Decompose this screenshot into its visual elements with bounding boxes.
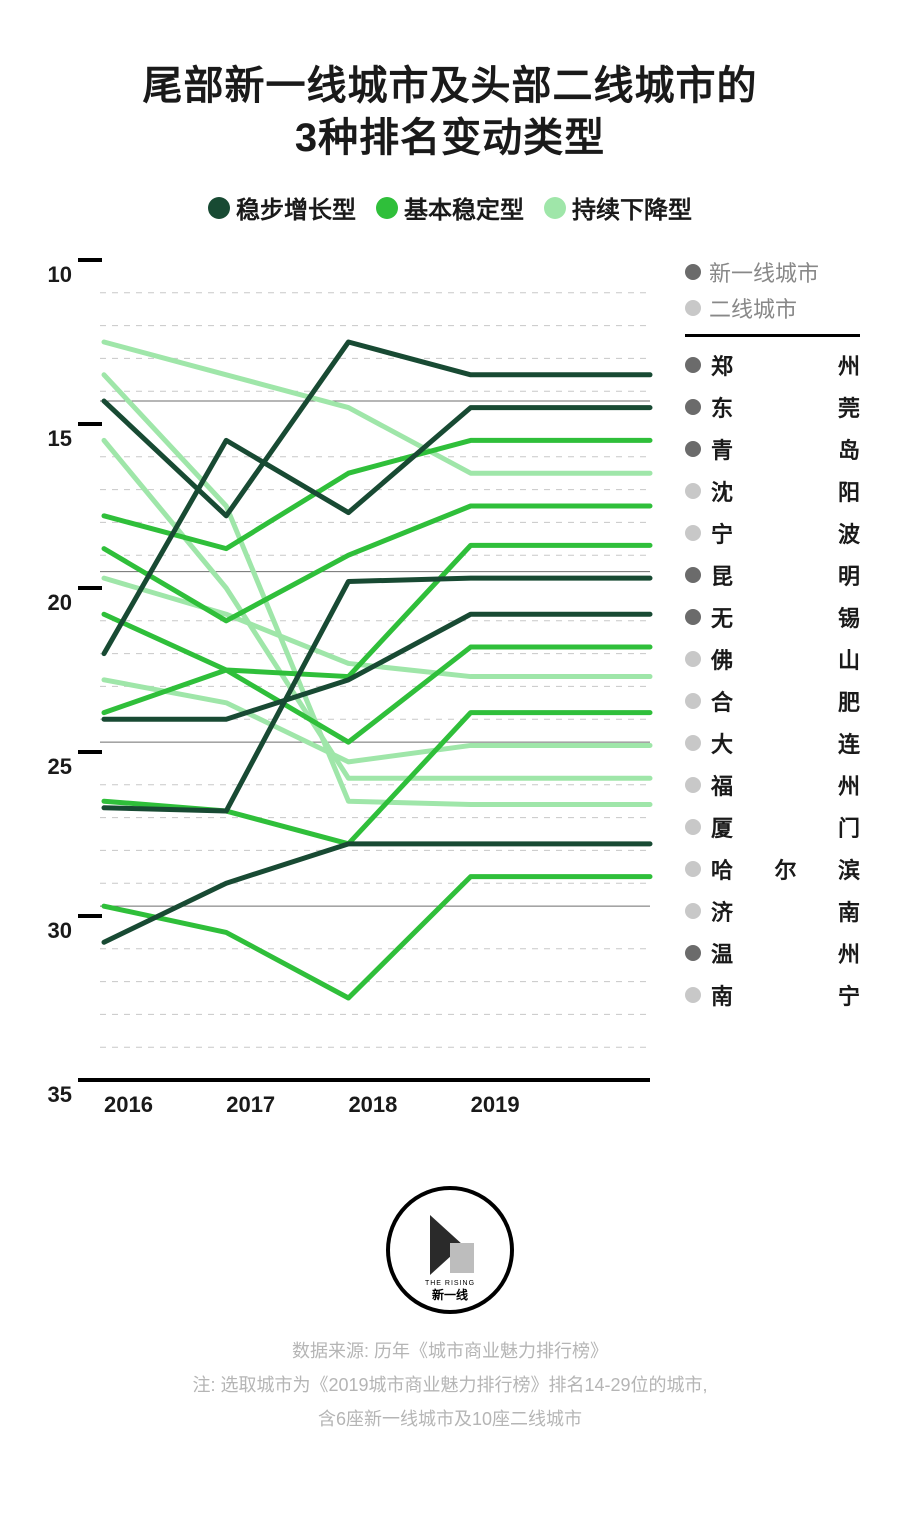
city-legend-item: 东莞: [685, 391, 860, 423]
logo-text-2: 新一线: [432, 1287, 468, 1302]
footer-line-1: 数据来源: 历年《城市商业魅力排行榜》: [40, 1334, 860, 1368]
city-name: 佛山: [711, 643, 860, 675]
series-line: [104, 614, 650, 719]
legend-label: 新一线城市: [709, 256, 819, 288]
legend-dot-icon: [685, 441, 701, 457]
city-legend-item: 无锡: [685, 601, 860, 633]
side-legend: 新一线城市二线城市 郑州东莞青岛沈阳宁波昆明无锡佛山合肥大连福州厦门哈尔滨济南温…: [685, 250, 860, 1135]
xtick-label: 2018: [348, 1092, 397, 1117]
city-legend-item: 昆明: [685, 559, 860, 591]
logo-text-1: THE RISING: [425, 1280, 475, 1287]
legend-dot-icon: [685, 651, 701, 667]
series-line: [104, 843, 650, 941]
legend-dot-icon: [376, 197, 398, 219]
legend-dot-icon: [685, 861, 701, 877]
legend-label: 稳步增长型: [236, 190, 356, 225]
ytick-label: 25: [48, 754, 72, 779]
city-legend-item: 青岛: [685, 433, 860, 465]
city-name: 合肥: [711, 685, 860, 717]
city-name: 郑州: [711, 349, 860, 381]
xtick-label: 2016: [104, 1092, 153, 1117]
legend-dot-icon: [685, 987, 701, 1003]
xtick-label: 2017: [226, 1092, 275, 1117]
ytick-label: 15: [48, 426, 72, 451]
legend-label: 二线城市: [709, 292, 797, 324]
footer-note: 数据来源: 历年《城市商业魅力排行榜》 注: 选取城市为《2019城市商业魅力排…: [40, 1334, 860, 1437]
city-legend-item: 济南: [685, 895, 860, 927]
tier-legend-item: 新一线城市: [685, 256, 860, 288]
city-legend-item: 郑州: [685, 349, 860, 381]
brand-logo: THE RISING 新一线: [40, 1185, 860, 1320]
city-legend-item: 福州: [685, 769, 860, 801]
legend-dot-icon: [685, 399, 701, 415]
city-legend-item: 合肥: [685, 685, 860, 717]
legend-dot-icon: [685, 525, 701, 541]
type-legend-item: 基本稳定型: [376, 190, 524, 225]
footer-line-3: 含6座新一线城市及10座二线城市: [40, 1402, 860, 1436]
legend-dot-icon: [685, 693, 701, 709]
city-name: 福州: [711, 769, 860, 801]
legend-dot-icon: [685, 609, 701, 625]
city-legend-item: 沈阳: [685, 475, 860, 507]
legend-dot-icon: [685, 300, 701, 316]
city-name: 东莞: [711, 391, 860, 423]
legend-dot-icon: [544, 197, 566, 219]
series-line: [104, 876, 650, 997]
legend-dot-icon: [685, 567, 701, 583]
legend-dot-icon: [685, 357, 701, 373]
city-legend-item: 佛山: [685, 643, 860, 675]
tier-legend-item: 二线城市: [685, 292, 860, 324]
legend-dot-icon: [685, 735, 701, 751]
city-name: 南宁: [711, 979, 860, 1011]
side-divider: [685, 334, 860, 337]
city-name: 沈阳: [711, 475, 860, 507]
city-name: 温州: [711, 937, 860, 969]
city-name: 宁波: [711, 517, 860, 549]
legend-dot-icon: [685, 945, 701, 961]
legend-label: 基本稳定型: [404, 190, 524, 225]
city-name: 昆明: [711, 559, 860, 591]
city-name: 济南: [711, 895, 860, 927]
legend-label: 持续下降型: [572, 190, 692, 225]
city-legend-item: 大连: [685, 727, 860, 759]
title-line-1: 尾部新一线城市及头部二线城市的: [143, 64, 758, 108]
legend-dot-icon: [685, 264, 701, 280]
ytick-label: 35: [48, 1082, 72, 1107]
footer-line-2: 注: 选取城市为《2019城市商业魅力排行榜》排名14-29位的城市,: [40, 1368, 860, 1402]
city-name: 大连: [711, 727, 860, 759]
legend-dot-icon: [208, 197, 230, 219]
city-name: 青岛: [711, 433, 860, 465]
type-legend-item: 稳步增长型: [208, 190, 356, 225]
legend-dot-icon: [685, 903, 701, 919]
city-legend-item: 温州: [685, 937, 860, 969]
city-legend: 郑州东莞青岛沈阳宁波昆明无锡佛山合肥大连福州厦门哈尔滨济南温州南宁: [685, 349, 860, 1011]
legend-dot-icon: [685, 777, 701, 793]
legend-dot-icon: [685, 819, 701, 835]
xtick-label: 2019: [471, 1092, 520, 1117]
line-chart: 10 15 20 25 30 35 2016 2017 2018 2019: [40, 250, 660, 1130]
series-line: [104, 545, 650, 676]
title-line-2: 3种排名变动类型: [295, 116, 605, 160]
city-legend-item: 南宁: [685, 979, 860, 1011]
city-name: 厦门: [711, 811, 860, 843]
city-legend-item: 宁波: [685, 517, 860, 549]
page-title: 尾部新一线城市及头部二线城市的 3种排名变动类型: [40, 60, 860, 164]
type-legend-item: 持续下降型: [544, 190, 692, 225]
city-name: 无锡: [711, 601, 860, 633]
tier-legend: 新一线城市二线城市: [685, 256, 860, 324]
ytick-label: 10: [48, 262, 72, 287]
type-legend: 稳步增长型 基本稳定型 持续下降型: [40, 190, 860, 226]
city-legend-item: 厦门: [685, 811, 860, 843]
ytick-label: 20: [48, 590, 72, 615]
chart-area: 10 15 20 25 30 35 2016 2017 2018 2019 新一线城市二线城市 郑…: [40, 250, 860, 1135]
legend-dot-icon: [685, 483, 701, 499]
city-legend-item: 哈尔滨: [685, 853, 860, 885]
city-name: 哈尔滨: [711, 853, 860, 885]
ytick-label: 30: [48, 918, 72, 943]
